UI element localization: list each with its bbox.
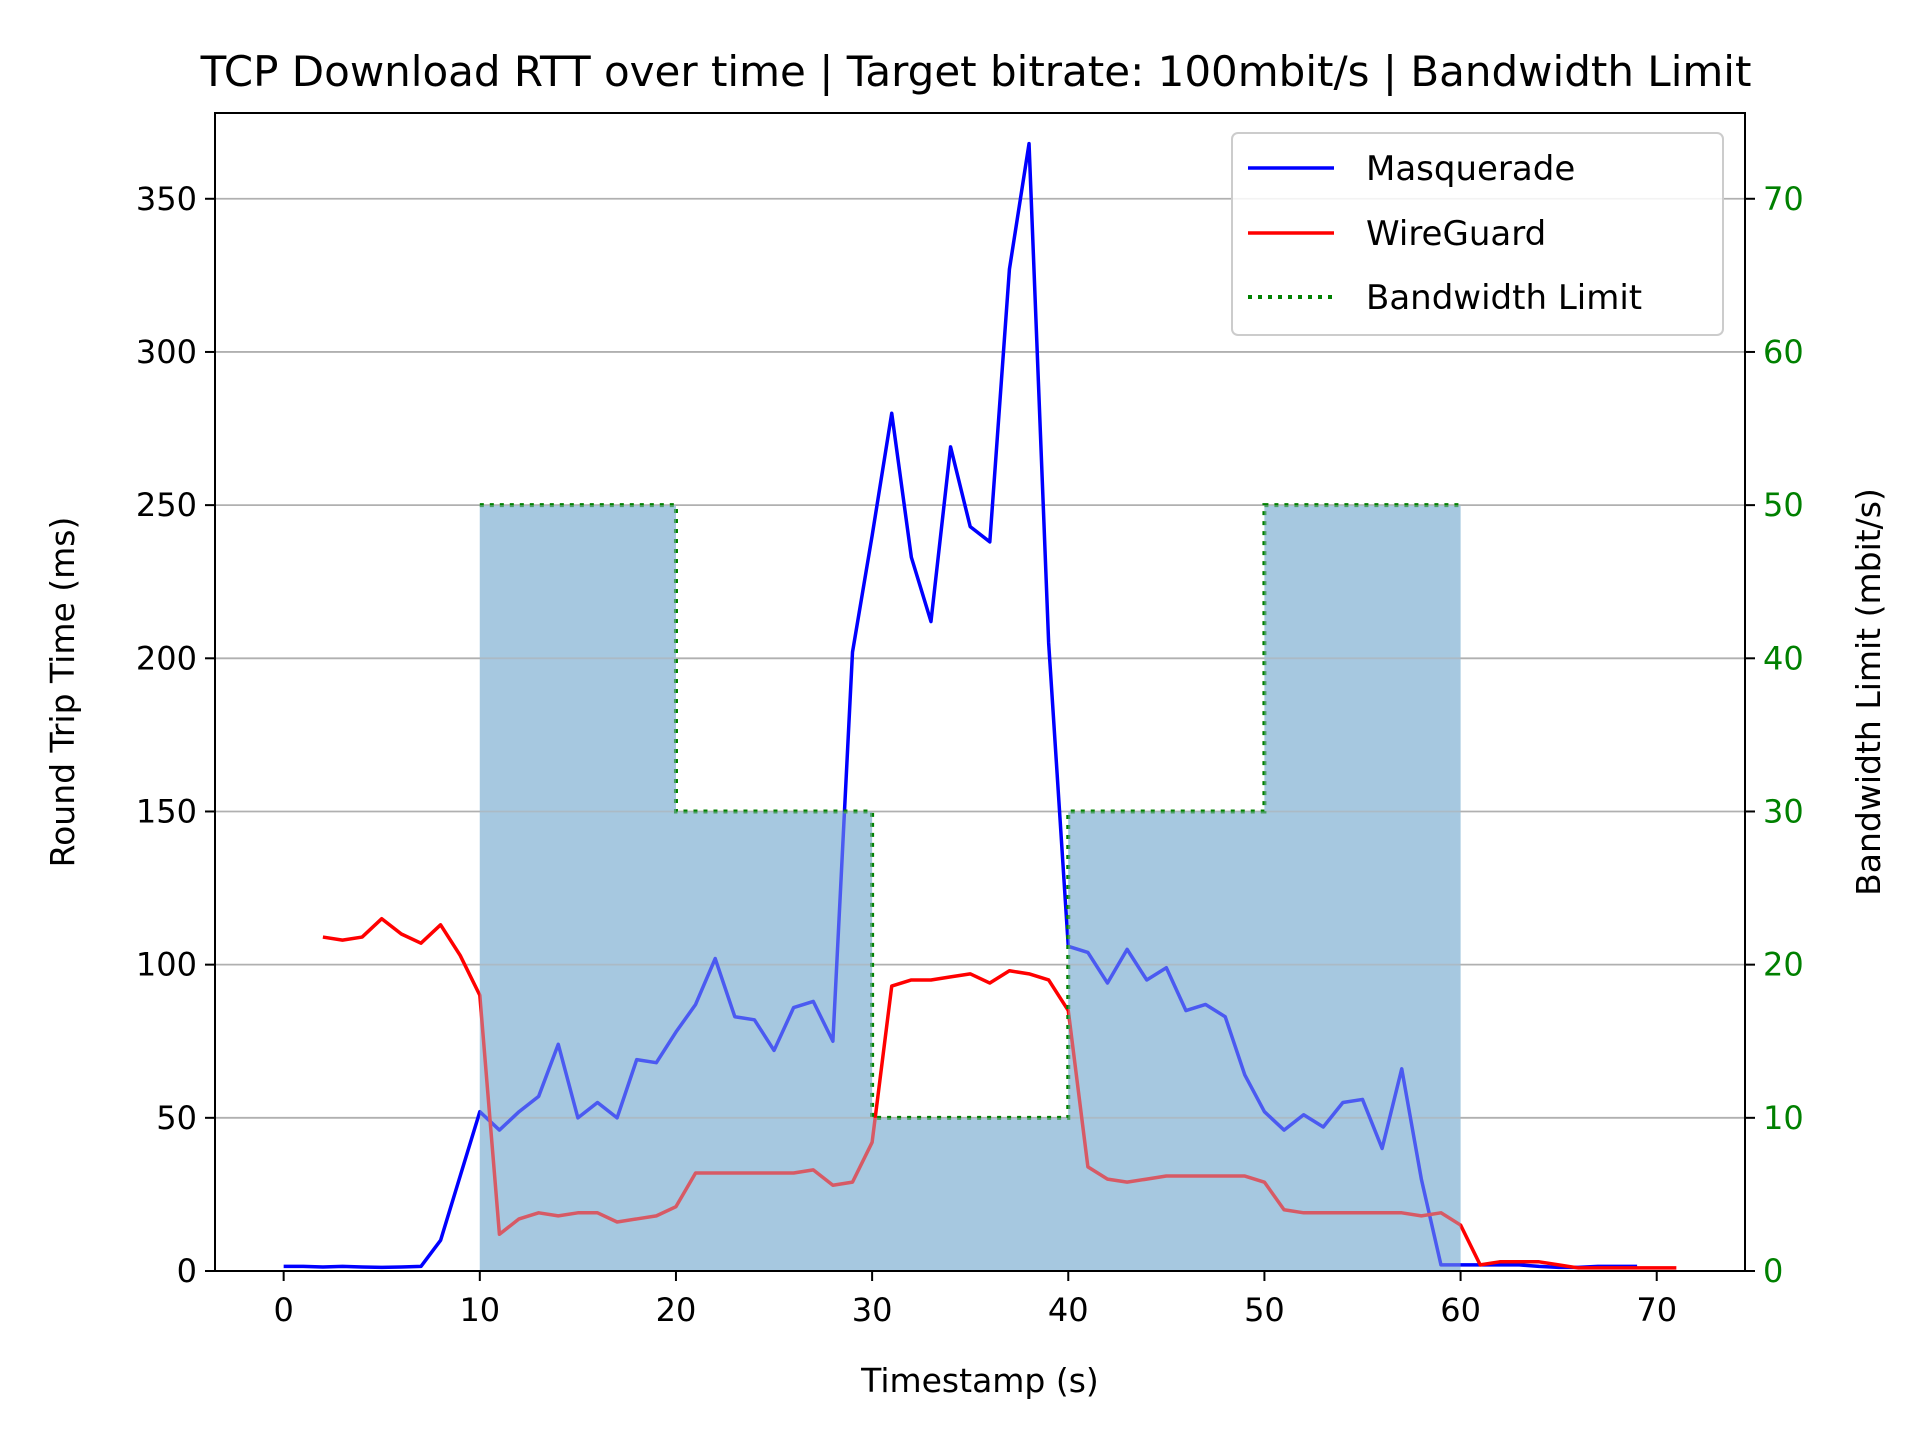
y2-tick-label: 30 bbox=[1763, 792, 1804, 830]
series-line-masquerade bbox=[283, 141, 1638, 1270]
x-tick-label: 50 bbox=[1244, 1291, 1285, 1329]
y2-tick-label: 60 bbox=[1763, 333, 1804, 371]
y2-tick-label: 40 bbox=[1763, 639, 1804, 677]
x-tick-label: 10 bbox=[459, 1291, 500, 1329]
y-tick-label: 0 bbox=[177, 1252, 197, 1290]
series-line-wireguard bbox=[322, 916, 1677, 1270]
x-tick-label: 30 bbox=[852, 1291, 893, 1329]
bandwidth-fill-area bbox=[479, 505, 1461, 1272]
y-tick-label: 100 bbox=[136, 946, 197, 984]
y-tick-label: 300 bbox=[136, 333, 197, 371]
legend-box bbox=[1231, 132, 1724, 336]
y2-tick-label: 20 bbox=[1763, 946, 1804, 984]
legend-label-bandwidth-limit: Bandwidth Limit bbox=[1366, 278, 1642, 318]
series-line-bandwidth-limit bbox=[479, 503, 1461, 1120]
y-tick-label: 50 bbox=[156, 1099, 197, 1137]
y2-axis-label: Bandwidth Limit (mbit/s) bbox=[1849, 488, 1888, 896]
y-tick-label: 200 bbox=[136, 639, 197, 677]
x-tick-label: 0 bbox=[273, 1291, 293, 1329]
legend-label-masquerade: Masquerade bbox=[1366, 149, 1575, 189]
y2-tick-label: 0 bbox=[1763, 1252, 1783, 1290]
bandwidth-fill-layer bbox=[479, 505, 1461, 1272]
y2-tick-label: 70 bbox=[1763, 180, 1804, 218]
series-layer bbox=[283, 141, 1677, 1272]
x-axis-label: Timestamp (s) bbox=[860, 1361, 1099, 1400]
x-tick-label: 40 bbox=[1048, 1291, 1089, 1329]
x-axis-ticks: 0 10 20 30 40 50 60 70 bbox=[273, 1271, 1677, 1329]
y-tick-label: 250 bbox=[136, 486, 197, 524]
y-axis-label: Round Trip Time (ms) bbox=[43, 517, 82, 868]
x-tick-label: 20 bbox=[656, 1291, 697, 1329]
y-axis-ticks: 0 50 100 150 200 250 300 350 bbox=[136, 180, 215, 1290]
legend: Masquerade WireGuard Bandwidth Limit bbox=[1231, 132, 1724, 336]
x-tick-label: 60 bbox=[1440, 1291, 1481, 1329]
y2-tick-label: 50 bbox=[1763, 486, 1804, 524]
y-tick-label: 150 bbox=[136, 792, 197, 830]
bandwidth-fill-overlay bbox=[479, 505, 1461, 1272]
plot-frame bbox=[214, 112, 1746, 1272]
legend-label-wireguard: WireGuard bbox=[1366, 214, 1546, 254]
x-tick-label: 70 bbox=[1636, 1291, 1677, 1329]
y2-tick-label: 10 bbox=[1763, 1099, 1804, 1137]
y2-axis-ticks: 0 10 20 30 40 50 60 70 bbox=[1745, 180, 1804, 1290]
chart-title: TCP Download RTT over time | Target bitr… bbox=[200, 47, 1752, 96]
y-tick-label: 350 bbox=[136, 180, 197, 218]
